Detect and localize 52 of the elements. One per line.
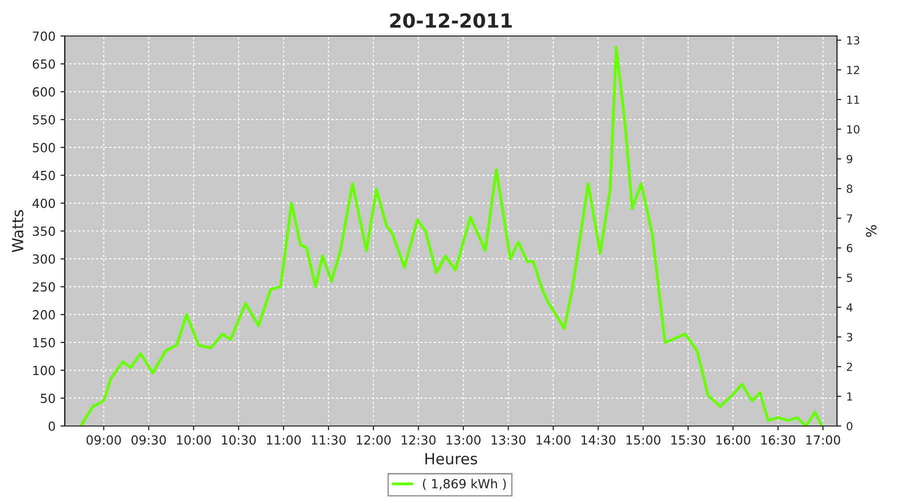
x-tick-label: 15:30: [671, 435, 706, 445]
y2-tick-label: 3: [846, 332, 852, 342]
x-axis-title: Heures: [425, 453, 478, 465]
y-tick-label: 150: [33, 338, 55, 348]
x-tick-label: 13:30: [492, 435, 526, 445]
y2-tick-label: 9: [846, 154, 852, 164]
y2-tick-label: 11: [847, 96, 860, 104]
x-tick-label: 14:00: [536, 435, 570, 445]
y-tick-label: 350: [32, 226, 55, 236]
y-tick-label: 100: [33, 366, 55, 376]
y2-tick-label: 5: [846, 274, 852, 282]
y-tick-label: 400: [32, 198, 55, 208]
y-tick-label: 450: [32, 170, 55, 180]
y-tick-label: 550: [32, 115, 55, 124]
y-tick-label: 250: [32, 282, 55, 292]
y-tick-label: 300: [32, 254, 55, 264]
x-tick-label: 16:30: [761, 435, 796, 445]
y2-tick-label: 4: [846, 303, 852, 312]
y-tick-label: 200: [32, 310, 55, 320]
y2-axis-title: %: [866, 225, 876, 237]
y2-tick-label: 6: [846, 244, 852, 252]
x-tick-label: 10:00: [176, 435, 211, 445]
x-tick-label: 09:30: [131, 435, 166, 445]
x-tick-label: 13:00: [446, 435, 481, 445]
y-tick-label: 650: [32, 59, 55, 69]
y-axis-title: Watts: [12, 210, 24, 252]
x-tick-label: 12:00: [356, 435, 391, 445]
x-tick-label: 10:30: [222, 435, 256, 445]
y2-tick-label: 10: [847, 125, 860, 134]
x-tick-label: 11:00: [266, 435, 301, 445]
y-tick-label: 0: [48, 421, 55, 431]
line-series: [79, 46, 824, 426]
x-tick-label: 09:00: [86, 435, 121, 445]
y2-tick-label: 13: [847, 36, 860, 45]
x-tick-label: 11:30: [312, 435, 346, 445]
chart-title: 20-12-2011: [390, 13, 512, 28]
y-tick-label: 600: [32, 87, 55, 97]
y2-tick-label: 12: [847, 66, 860, 74]
x-tick-label: 17:00: [806, 435, 840, 445]
y-tick-label: 500: [32, 142, 55, 152]
y2-tick-label: 8: [846, 184, 852, 193]
x-tick-label: 14:30: [582, 435, 616, 445]
y2-tick-label: 7: [846, 214, 852, 222]
x-tick-label: 16:00: [716, 435, 750, 445]
y2-tick-label: 0: [846, 422, 852, 430]
x-tick-label: 15:00: [626, 435, 660, 445]
x-tick-label: 12:30: [402, 435, 436, 445]
y-tick-label: 700: [32, 31, 55, 41]
y-tick-label: 50: [40, 394, 55, 404]
legend-label: ( 1,869 kWh ): [422, 478, 506, 490]
y2-tick-label: 2: [846, 362, 852, 371]
y2-tick-label: 1: [847, 392, 852, 401]
